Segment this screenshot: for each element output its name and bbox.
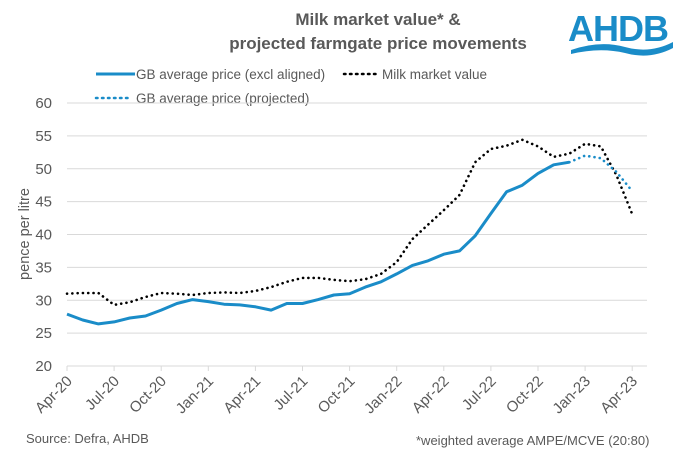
y-tick-label: 45 (35, 194, 52, 211)
x-tick-label: Apr-23 (597, 373, 641, 417)
y-tick-label: 60 (35, 95, 52, 112)
y-axis-ticks: 20 25 30 35 40 45 50 55 60 (35, 95, 52, 375)
x-tick-label: Jul-20 (82, 373, 123, 414)
x-tick-label: Oct-20 (126, 373, 170, 417)
logo-text: AHDB (568, 8, 668, 49)
x-tick-label: Oct-22 (503, 373, 547, 417)
x-tick-label: Oct-21 (315, 373, 359, 417)
series-line-milk-market-value (65, 138, 634, 307)
legend-label-milk-market-value: Milk market value (382, 67, 487, 82)
x-tick-label: Jul-21 (270, 373, 311, 414)
weighting-footnote: *weighted average AMPE/MCVE (20:80) (416, 433, 649, 448)
x-tick-label: Apr-22 (409, 373, 453, 417)
y-tick-label: 20 (35, 358, 52, 375)
x-tick-label: Jan-21 (173, 373, 217, 417)
legend: GB average price (excl aligned) Milk mar… (94, 67, 487, 106)
legend-label-gb-projected: GB average price (projected) (136, 91, 309, 106)
x-axis-ticks: Apr-20 Jul-20 Oct-20 Jan-21 Apr-21 Jul-21 Oct-… (32, 366, 641, 417)
y-axis-label: pence per litre (17, 188, 33, 280)
x-tick-label: Jan-23 (549, 373, 593, 417)
y-tick-label: 50 (35, 161, 52, 178)
y-tick-label: 25 (35, 325, 52, 342)
ahdb-logo: AHDB (568, 8, 673, 56)
series-line-gb-average-price-excl-aligned (66, 160, 570, 326)
x-tick-label: Jan-22 (361, 373, 405, 417)
y-tick-label: 30 (35, 292, 52, 309)
y-tick-label: 40 (35, 227, 52, 244)
legend-label-gb-average: GB average price (excl aligned) (136, 67, 325, 82)
chart-title-line-2: projected farmgate price movements (229, 34, 527, 53)
y-tick-label: 55 (35, 128, 52, 145)
logo-wave-icon (571, 42, 673, 56)
gridlines (67, 102, 647, 367)
series-line-gb-average-price-projected (568, 154, 634, 193)
source-note: Source: Defra, AHDB (26, 431, 149, 446)
chart-title-line-1: Milk market value* & (295, 10, 460, 29)
x-tick-label: Jul-22 (459, 373, 500, 414)
y-tick-label: 35 (35, 259, 52, 276)
x-tick-label: Apr-20 (32, 373, 76, 417)
series (65, 138, 634, 326)
x-tick-label: Apr-21 (220, 373, 264, 417)
